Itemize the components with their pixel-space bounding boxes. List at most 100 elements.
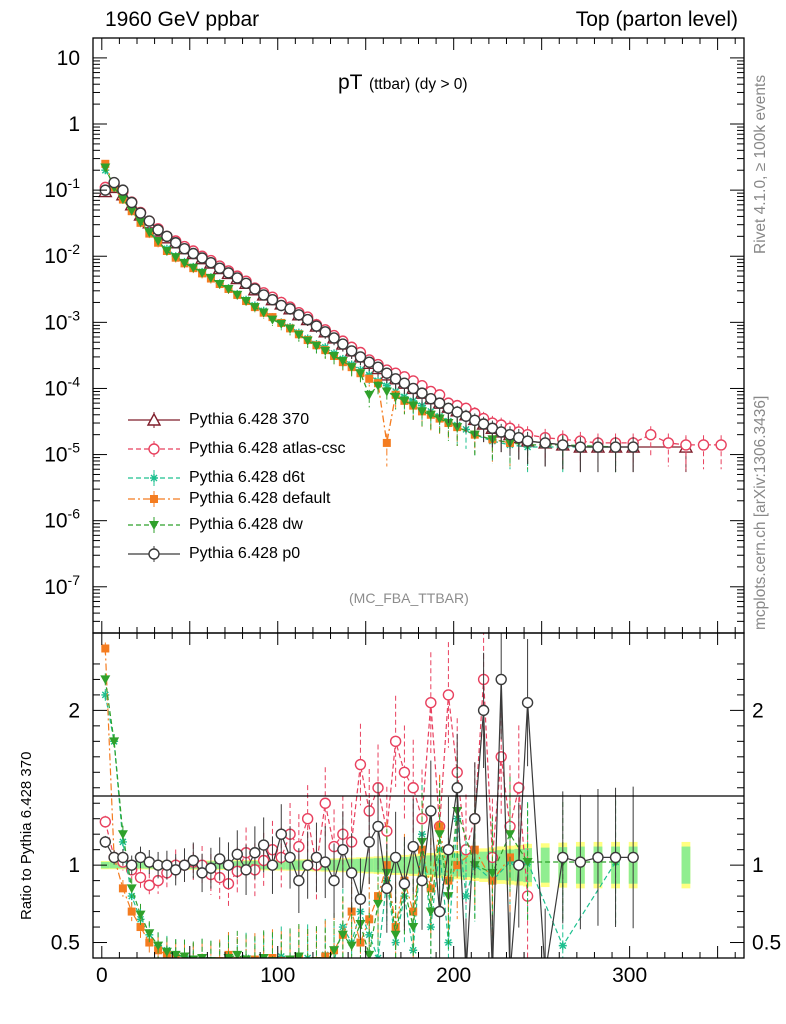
main-data-point xyxy=(417,407,428,417)
ratio-data-point xyxy=(232,950,243,958)
main-data-point xyxy=(188,263,199,273)
ratio-data-point xyxy=(540,968,550,978)
ratio-data-point xyxy=(433,905,446,918)
y-tick-label: 10 xyxy=(57,47,80,70)
main-data-point xyxy=(178,243,191,255)
ratio-data-point xyxy=(609,851,622,864)
main-data-point xyxy=(680,439,692,451)
ratio-data-point xyxy=(250,959,260,968)
ratio-band-inner xyxy=(276,860,286,870)
main-data-point xyxy=(416,387,428,399)
legend-label-p0: Pythia 6.428 p0 xyxy=(189,545,301,562)
main-data-point xyxy=(662,437,675,449)
ratio-data-point xyxy=(407,782,419,794)
main-data-point xyxy=(301,313,314,326)
main-data-point xyxy=(223,284,234,294)
main-data-point xyxy=(310,320,323,332)
plot-title-sub: (ttbar) (dy > 0) xyxy=(368,76,468,93)
ratio-data-point xyxy=(216,959,224,967)
ratio-series-5 xyxy=(99,633,639,978)
ratio-data-point xyxy=(293,874,305,887)
ratio-data-point xyxy=(275,828,287,840)
main-data-point xyxy=(311,341,322,351)
ratio-data-point xyxy=(304,959,312,967)
ratio-data-point xyxy=(373,899,384,909)
main-data-point xyxy=(205,273,216,283)
legend-label-default: Pythia 6.428 default xyxy=(189,490,331,507)
main-data-point xyxy=(354,351,367,363)
ratio-data-point xyxy=(187,854,199,867)
ratio-data-point xyxy=(266,859,279,871)
y-tick-label: 10-7 xyxy=(44,572,80,599)
axes-group: 0 100 200 300 10 1 10-1 10-2 10-3 10-4 10-5 10-6 10-… xyxy=(44,37,781,987)
main-data-point xyxy=(232,290,243,300)
main-data-point xyxy=(382,381,391,390)
main-data-point xyxy=(267,315,278,325)
ratio-data-point xyxy=(101,644,110,653)
ratio-data-point xyxy=(301,813,314,825)
main-data-point xyxy=(143,215,156,227)
main-data-point xyxy=(126,206,137,216)
main-data-point xyxy=(539,437,551,449)
ratio-y-tick-label: 1 xyxy=(68,854,80,877)
main-data-point xyxy=(382,438,391,447)
ratio-data-point xyxy=(222,859,235,871)
main-data-point xyxy=(390,392,401,402)
ratio-data-point xyxy=(364,950,375,958)
main-data-point xyxy=(355,369,366,379)
y-tick-exponent: -1 xyxy=(68,175,81,191)
ratio-data-point xyxy=(240,864,252,876)
main-data-point xyxy=(574,441,587,453)
main-data-point xyxy=(398,377,411,389)
main-data-point xyxy=(276,319,287,329)
main-data-point xyxy=(249,283,261,295)
main-frame xyxy=(92,37,745,634)
plot-title: pT (ttbar) (dy > 0) xyxy=(338,71,468,95)
main-data-point xyxy=(557,439,569,451)
ratio-data-point xyxy=(381,882,393,895)
x-tick-label: 200 xyxy=(436,964,471,987)
ratio-data-point xyxy=(198,959,206,967)
ratio-data-point xyxy=(345,867,358,879)
main-data-point xyxy=(399,396,410,406)
ratio-data-point xyxy=(312,959,320,967)
ratio-data-point xyxy=(310,851,323,864)
ratio-data-point xyxy=(442,689,455,701)
main-data-point xyxy=(365,374,374,383)
ratio-data-point xyxy=(101,690,110,699)
ratio-data-point xyxy=(504,830,515,840)
ratio-band-inner xyxy=(681,846,691,884)
main-data-point xyxy=(443,419,454,429)
legend-marker xyxy=(148,548,160,560)
main-data-point xyxy=(363,356,375,368)
y-tick-label: 10-2 xyxy=(44,241,80,268)
ratio-data-point xyxy=(425,696,437,709)
legend-markers xyxy=(128,412,180,562)
main-data-point xyxy=(381,387,392,397)
ratio-data-point xyxy=(99,816,112,828)
main-data-point xyxy=(257,289,270,301)
main-data-point xyxy=(161,247,172,256)
ratio-data-point xyxy=(627,851,639,864)
ratio-data-point xyxy=(303,959,313,968)
main-data-point xyxy=(346,363,357,373)
ratio-data-point xyxy=(354,758,367,771)
ratio-data-point xyxy=(207,960,215,968)
main-data-point xyxy=(715,439,727,451)
ratio-data-point xyxy=(372,820,384,833)
main-series-group xyxy=(98,159,727,473)
main-data-point xyxy=(205,256,217,269)
ratio-data-point xyxy=(100,675,111,685)
ratio-y-tick-label-right: 2 xyxy=(752,699,764,722)
ratio-data-point xyxy=(153,941,164,951)
main-data-point xyxy=(117,195,128,205)
ratio-data-point xyxy=(169,864,182,876)
ratio-data-point xyxy=(258,954,269,958)
ratio-data-point xyxy=(320,960,330,969)
ratio-data-point xyxy=(178,859,191,871)
main-data-point xyxy=(433,397,446,409)
main-data-point xyxy=(425,392,437,405)
ratio-data-point xyxy=(354,893,367,905)
ratio-data-point xyxy=(117,830,128,840)
ratio-data-point xyxy=(453,861,462,870)
